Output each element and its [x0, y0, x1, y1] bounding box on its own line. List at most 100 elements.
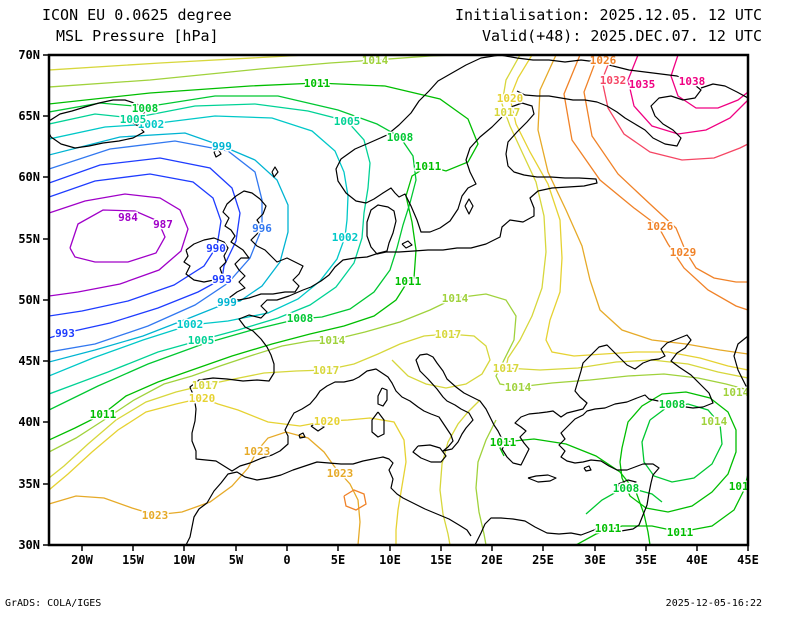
isobar-label-1035: 1035 — [629, 78, 656, 91]
lon-label-45E: 45E — [737, 553, 759, 567]
isobar-1014 — [50, 56, 447, 88]
coastline — [222, 190, 304, 301]
isobar-1005 — [50, 103, 371, 395]
isobar-996 — [50, 140, 263, 353]
lon-label-5E: 5E — [331, 553, 345, 567]
isobar-984 — [69, 209, 166, 263]
isobar-label-1002: 1002 — [177, 318, 204, 331]
isobar-1017 — [50, 56, 299, 71]
isobar-1008 — [641, 403, 723, 483]
isobar-label-1011: 1011 — [90, 408, 117, 421]
coastline — [213, 148, 222, 158]
lon-label-30E: 30E — [584, 553, 606, 567]
isobar-label-1011: 1011 — [395, 275, 422, 288]
isobar-label-1023: 1023 — [142, 509, 169, 522]
lon-label-15W: 15W — [122, 553, 144, 567]
isobar-1029 — [583, 56, 747, 283]
isobar-label-993: 993 — [55, 327, 75, 340]
lat-label-70N: 70N — [18, 48, 40, 62]
isobar-1038 — [670, 56, 747, 109]
lat-label-45N: 45N — [18, 354, 40, 368]
coastline — [50, 99, 147, 149]
isobar-1032 — [601, 56, 747, 161]
coastline — [617, 479, 637, 490]
coastline — [700, 83, 747, 99]
coastline — [329, 418, 337, 425]
isobar-1002 — [50, 115, 349, 377]
isobar-label-990: 990 — [206, 242, 226, 255]
isobar-1014 — [50, 293, 747, 453]
isobar-label-1008: 1008 — [387, 131, 414, 144]
isobar-1017 — [501, 56, 747, 379]
isobar-label-1017: 1017 — [192, 379, 219, 392]
coastline — [583, 465, 592, 472]
coastline — [183, 237, 229, 283]
model-title: ICON EU 0.0625 degree — [42, 6, 232, 24]
lat-label-30N: 30N — [18, 538, 40, 552]
isobar-label-1014: 1014 — [319, 334, 346, 347]
isobar-1020 — [509, 56, 747, 371]
coastline — [298, 432, 306, 439]
isobar-label-999: 999 — [217, 296, 237, 309]
isobar-label-1008: 1008 — [659, 398, 686, 411]
isobar-1011 — [499, 438, 651, 544]
isobar-1011 — [576, 475, 747, 544]
isobar-label-1008: 1008 — [287, 312, 314, 325]
isobar-label-1032: 1032 — [600, 74, 627, 87]
isobar-1026 — [343, 489, 367, 511]
isobar-label-993: 993 — [212, 273, 232, 286]
lon-label-40E: 40E — [686, 553, 708, 567]
isobar-1014 — [475, 419, 497, 544]
isobar-1026 — [563, 56, 747, 311]
isobar-1008 — [585, 488, 663, 515]
variable-title: MSL Pressure [hPa] — [56, 27, 219, 45]
isobar-label-1014: 1014 — [723, 386, 750, 399]
isobar-label-1020: 1020 — [189, 392, 216, 405]
lat-label-65N: 65N — [18, 109, 40, 123]
isobar-label-1014: 1014 — [505, 381, 532, 394]
isobar-label-1008: 1008 — [613, 482, 640, 495]
isobar-987 — [50, 193, 189, 297]
isobar-label-1008: 1008 — [132, 102, 159, 115]
isobar-label-1017: 1017 — [493, 362, 520, 375]
isobar-1023 — [537, 56, 747, 355]
lon-label-25E: 25E — [532, 553, 554, 567]
lat-label-40N: 40N — [18, 415, 40, 429]
isobar-label-1011: 1011 — [415, 160, 442, 173]
isobar-1008 — [50, 95, 417, 411]
isobar-label-1002: 1002 — [332, 231, 359, 244]
initialisation-time: Initialisation: 2025.12.05. 12 UTC — [454, 6, 762, 24]
isobar-1017 — [50, 333, 491, 479]
isobar-1011 — [50, 82, 479, 441]
coastline — [412, 444, 447, 463]
isobar-label-987: 987 — [153, 218, 173, 231]
isobar-label-1026: 1026 — [590, 54, 617, 67]
coastline — [271, 166, 279, 178]
coastline — [189, 56, 714, 544]
lon-label-10W: 10W — [173, 553, 195, 567]
isobar-label-1023: 1023 — [327, 467, 354, 480]
isobar-label-1029: 1029 — [670, 246, 697, 259]
isobar-label-1011: 1011 — [304, 77, 331, 90]
lon-label-20W: 20W — [71, 553, 93, 567]
creation-timestamp: 2025-12-05-16:22 — [665, 598, 762, 609]
isobar-label-1038: 1038 — [679, 75, 706, 88]
lon-label-5W: 5W — [229, 553, 244, 567]
valid-time: Valid(+48): 2025.DEC.07. 12 UTC — [482, 27, 762, 45]
lon-label-10E: 10E — [379, 553, 401, 567]
isobar-label-1020: 1020 — [314, 415, 341, 428]
isobar-999 — [50, 132, 289, 363]
isobar-label-1005: 1005 — [334, 115, 361, 128]
isobar-label-1014: 1014 — [442, 292, 469, 305]
isobar-label-1011: 1011 — [729, 480, 756, 493]
coastline — [371, 411, 385, 438]
isobar-label-1023: 1023 — [244, 445, 271, 458]
lat-label-50N: 50N — [18, 293, 40, 307]
lon-label-0: 0 — [283, 553, 290, 567]
isobar-990 — [50, 173, 222, 317]
isobar-label-999: 999 — [212, 140, 232, 153]
map-content: 9849879909939939969999991002100210021005… — [50, 54, 756, 544]
coastline — [377, 387, 388, 407]
isobar-label-1011: 1011 — [490, 436, 517, 449]
lon-label-20E: 20E — [481, 553, 503, 567]
